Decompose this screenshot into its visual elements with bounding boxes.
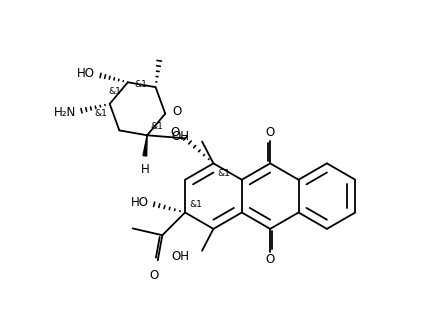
Text: OH: OH	[171, 250, 189, 263]
Text: O: O	[170, 126, 180, 139]
Text: O: O	[150, 269, 159, 282]
Text: O: O	[266, 253, 275, 266]
Text: H₂N: H₂N	[54, 107, 76, 120]
Text: OH: OH	[171, 130, 189, 143]
Text: HO: HO	[131, 195, 149, 209]
Text: &1: &1	[217, 169, 230, 178]
Text: &1: &1	[95, 109, 107, 118]
Text: H: H	[140, 163, 149, 176]
Text: &1: &1	[108, 87, 121, 96]
Text: &1: &1	[135, 80, 147, 89]
Polygon shape	[143, 135, 147, 156]
Text: &1: &1	[190, 200, 202, 209]
Text: O: O	[266, 126, 275, 139]
Text: HO: HO	[77, 67, 95, 80]
Text: &1: &1	[151, 122, 164, 131]
Text: O: O	[172, 105, 181, 118]
